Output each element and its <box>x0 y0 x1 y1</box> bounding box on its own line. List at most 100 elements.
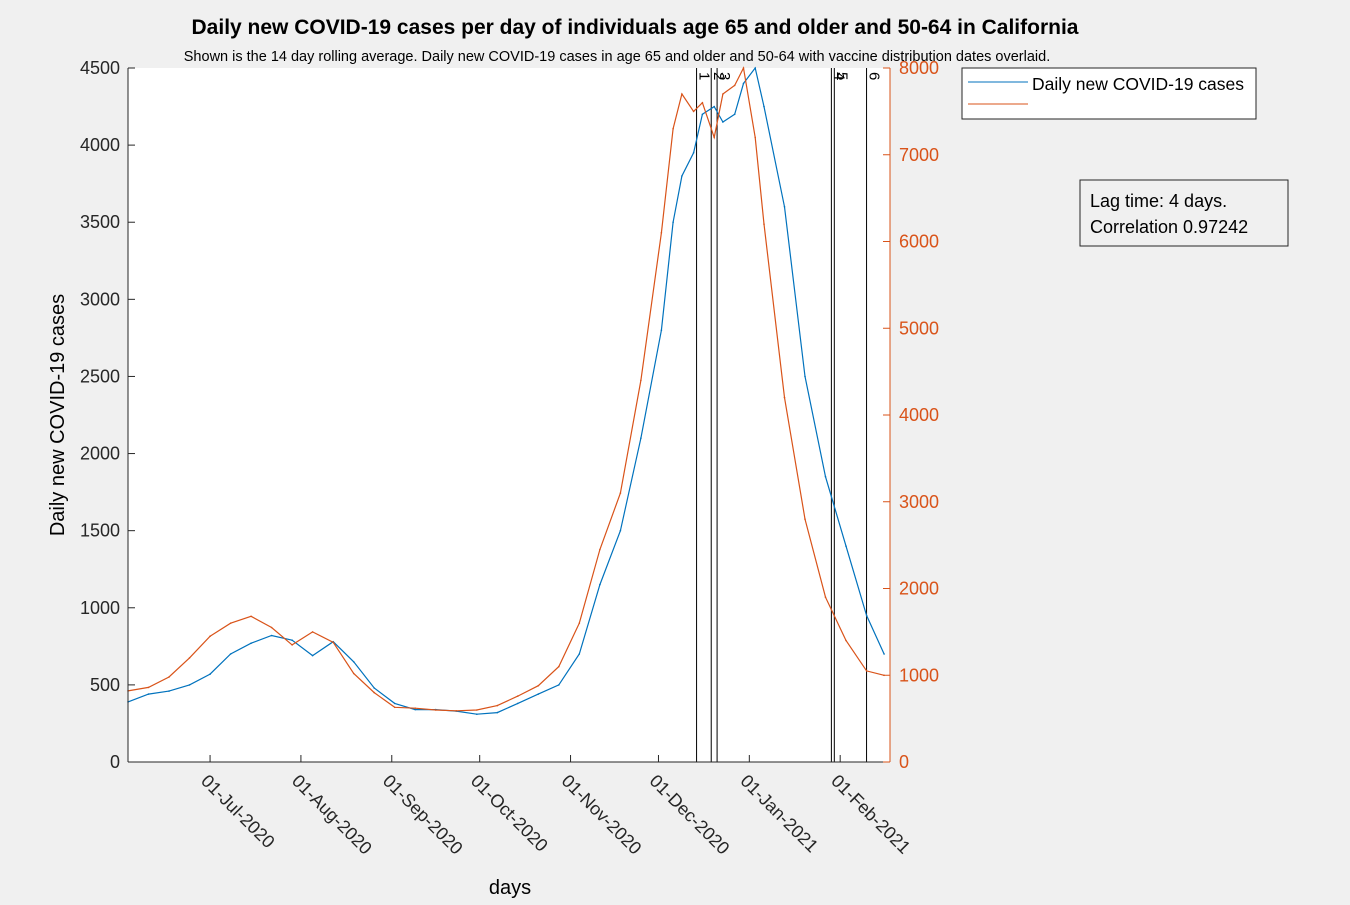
right-tick-label: 6000 <box>899 232 939 252</box>
series-2-point <box>754 136 756 139</box>
x-tick-label: 01-Aug-2020 <box>288 771 376 859</box>
left-tick-label: 1500 <box>80 521 120 541</box>
series-2-point <box>558 665 560 668</box>
series-2-point <box>660 232 663 234</box>
series-1-point <box>660 329 663 332</box>
correlation-text: Correlation 0.97242 <box>1090 217 1248 237</box>
left-tick-label: 0 <box>110 752 120 772</box>
right-tick-label: 1000 <box>899 665 939 685</box>
chart-subtitle: Shown is the 14 day rolling average. Dai… <box>184 49 1050 65</box>
series-2-point <box>414 707 417 709</box>
series-1-point <box>845 545 847 547</box>
left-tick-label: 4000 <box>80 135 120 155</box>
right-tick-label: 5000 <box>899 318 939 338</box>
left-tick-label: 1000 <box>80 598 120 618</box>
series-2-point <box>701 101 704 104</box>
x-tick-label: 01-Jul-2020 <box>197 771 278 852</box>
lag-time-text: Lag time: 4 days. <box>1090 191 1227 211</box>
series-1-point <box>783 206 786 208</box>
series-2-point <box>476 709 478 711</box>
series-1-point <box>865 614 868 617</box>
series-2-point <box>352 672 355 675</box>
series-1-point <box>681 175 683 177</box>
series-2-point <box>865 670 868 672</box>
series-2-point <box>599 548 601 551</box>
series-1-point <box>537 693 540 695</box>
series-2-point <box>434 709 437 711</box>
series-1-point <box>701 113 704 116</box>
annotation-box <box>1079 179 1289 247</box>
series-2-point <box>783 396 786 399</box>
plot-area <box>128 68 890 762</box>
series-1-point <box>311 654 314 657</box>
series-1-point <box>804 375 806 378</box>
series-1-point <box>824 475 827 478</box>
series-1-point <box>393 702 396 705</box>
series-1-point <box>692 152 695 154</box>
series-1-point <box>672 221 674 223</box>
vaccine-line-label-3: 3 <box>716 72 733 80</box>
x-tick-label: 01-Nov-2020 <box>558 771 646 859</box>
legend-label-series-1: Daily new COVID-19 cases <box>1032 74 1244 94</box>
legend-box <box>961 67 1257 120</box>
series-1-point <box>188 684 191 686</box>
series-1-point <box>578 653 581 655</box>
vaccine-line-label-5: 5 <box>833 72 850 80</box>
left-tick-label: 4500 <box>80 58 120 78</box>
series-1-point <box>373 687 376 689</box>
series-1-point <box>722 121 724 123</box>
series-2-point <box>733 84 736 87</box>
x-tick-label: 01-Oct-2020 <box>467 771 552 856</box>
series-1-point <box>147 693 150 695</box>
x-axis-label: days <box>489 877 531 899</box>
series-2-point <box>619 492 622 494</box>
series-2-point <box>824 596 827 598</box>
series-1-point <box>291 639 293 641</box>
series-2-point <box>393 706 396 709</box>
right-tick-label: 4000 <box>899 405 939 425</box>
series-2-point <box>517 695 519 697</box>
series-2-point <box>692 110 695 113</box>
series-2-point <box>147 686 150 689</box>
series-1-point <box>883 653 885 655</box>
series-2-point <box>373 691 376 694</box>
series-2-point <box>270 626 273 629</box>
series-2-point <box>681 93 683 95</box>
series-1-point <box>742 82 745 85</box>
series-1-point <box>476 713 478 715</box>
series-1-point <box>599 583 601 586</box>
series-1-point <box>558 684 560 686</box>
x-tick-label: 01-Dec-2020 <box>646 771 734 859</box>
series-1-point <box>209 673 211 675</box>
series-1-point <box>754 67 756 69</box>
series-1-point <box>270 634 273 637</box>
series-2-point <box>229 622 232 624</box>
series-2-point <box>311 631 314 633</box>
x-tick-label: 01-Sep-2020 <box>379 771 467 859</box>
right-tick-label: 2000 <box>899 579 939 599</box>
x-tick-label: 01-Jan-2021 <box>736 771 822 857</box>
series-1-point <box>619 529 622 532</box>
series-2-point <box>537 684 540 687</box>
left-tick-label: 500 <box>90 675 120 695</box>
series-2-point <box>722 93 724 95</box>
left-tick-label: 2000 <box>80 444 120 464</box>
series-2-point <box>845 639 847 642</box>
series-2-point <box>188 657 191 659</box>
left-tick-label: 3500 <box>80 212 120 232</box>
series-2-point <box>578 622 581 624</box>
x-tick-label: 01-Feb-2021 <box>827 771 914 858</box>
series-1-point <box>517 702 519 705</box>
left-tick-label: 3000 <box>80 289 120 309</box>
series-2-point <box>804 518 806 520</box>
series-1-point <box>640 437 642 439</box>
vaccine-line-label-6: 6 <box>866 72 883 80</box>
y-axis-label: Daily new COVID-19 cases <box>47 294 69 536</box>
series-2-point <box>291 644 293 646</box>
left-tick-label: 2500 <box>80 366 120 386</box>
vaccine-line-label-1: 1 <box>696 72 713 80</box>
series-1-point <box>352 661 355 663</box>
series-1-point <box>168 690 170 692</box>
